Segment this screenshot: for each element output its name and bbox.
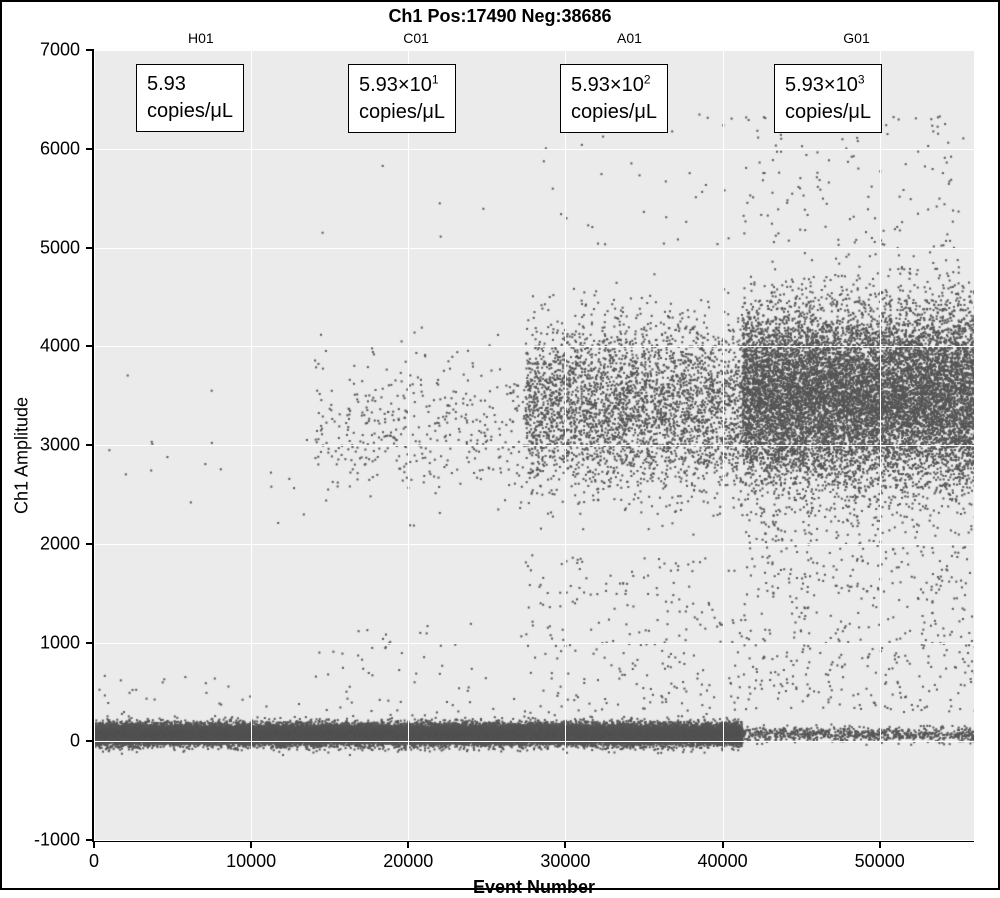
y-tick-label: 2000 — [40, 533, 80, 554]
y-tick — [86, 345, 94, 347]
x-tick-label: 0 — [89, 851, 99, 872]
x-tick-label: 50000 — [855, 851, 905, 872]
annotation-unit: copies/μL — [359, 101, 445, 123]
annotation-unit: copies/μL — [147, 100, 233, 122]
x-tick — [879, 840, 881, 848]
x-tick-label: 10000 — [226, 851, 276, 872]
concentration-annotation: 5.93×103 copies/μL — [774, 64, 882, 133]
x-tick-label: 20000 — [383, 851, 433, 872]
annotation-value: 5.93×101 — [359, 74, 439, 96]
gridline-horizontal — [94, 445, 974, 446]
concentration-annotation: 5.93×102 copies/μL — [560, 64, 668, 133]
x-tick — [250, 840, 252, 848]
y-tick-label: -1000 — [34, 830, 80, 851]
y-tick-label: 5000 — [40, 237, 80, 258]
y-tick-label: 3000 — [40, 435, 80, 456]
gridline-horizontal — [94, 248, 974, 249]
y-tick-label: 4000 — [40, 336, 80, 357]
chart-frame: Ch1 Pos:17490 Neg:38686 H01 C01 A01 G01 Eve… — [0, 0, 1000, 890]
annotation-unit: copies/μL — [571, 101, 657, 123]
y-tick-label: 6000 — [40, 138, 80, 159]
concentration-annotation: 5.93 copies/μL — [136, 64, 244, 132]
annotation-unit: copies/μL — [785, 101, 871, 123]
y-tick-label: 7000 — [40, 40, 80, 61]
x-tick-label: 40000 — [698, 851, 748, 872]
gridline-horizontal — [94, 643, 974, 644]
y-tick — [86, 740, 94, 742]
y-tick — [86, 642, 94, 644]
sample-label: G01 — [843, 30, 869, 46]
y-tick-label: 1000 — [40, 632, 80, 653]
sample-label: C01 — [403, 30, 429, 46]
plot-area: Event Number Ch1 Amplitude 0100002000030… — [92, 50, 974, 842]
gridline-horizontal — [94, 741, 974, 742]
x-tick-label: 30000 — [540, 851, 590, 872]
concentration-annotation: 5.93×101 copies/μL — [348, 64, 456, 133]
annotation-value: 5.93×102 — [571, 74, 651, 96]
sample-label: H01 — [188, 30, 214, 46]
x-tick — [407, 840, 409, 848]
gridline-horizontal — [94, 149, 974, 150]
chart-title: Ch1 Pos:17490 Neg:38686 — [2, 6, 998, 27]
y-tick — [86, 444, 94, 446]
gridline-horizontal — [94, 840, 974, 841]
x-tick — [93, 840, 95, 848]
x-axis-label: Event Number — [473, 877, 595, 898]
y-axis-label: Ch1 Amplitude — [12, 397, 33, 514]
y-tick — [86, 49, 94, 51]
annotation-value: 5.93 — [147, 73, 186, 95]
y-tick-label: 0 — [70, 731, 80, 752]
y-tick — [86, 148, 94, 150]
gridline-horizontal — [94, 544, 974, 545]
gridline-horizontal — [94, 50, 974, 51]
sample-label: A01 — [617, 30, 642, 46]
y-tick — [86, 247, 94, 249]
gridline-horizontal — [94, 346, 974, 347]
y-tick — [86, 839, 94, 841]
annotation-value: 5.93×103 — [785, 74, 865, 96]
x-tick — [722, 840, 724, 848]
x-tick — [564, 840, 566, 848]
y-tick — [86, 543, 94, 545]
